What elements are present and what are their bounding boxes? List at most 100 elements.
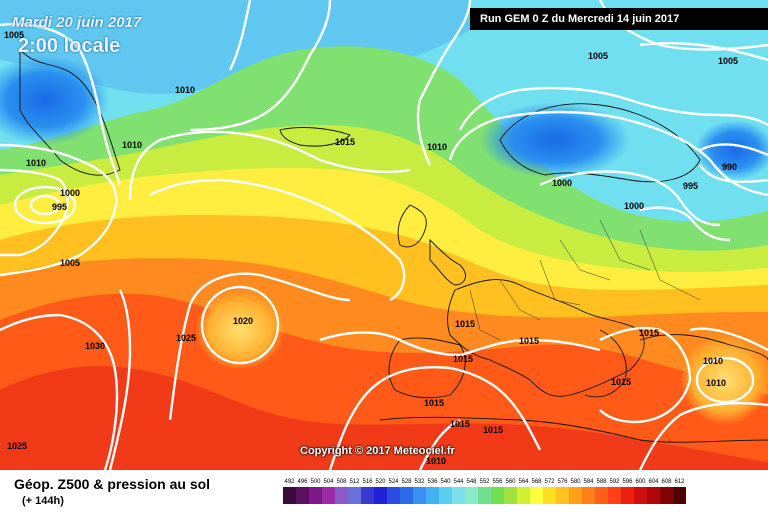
legend-value-label: 492 <box>284 479 295 485</box>
legend-color-swatch <box>491 487 504 504</box>
legend-color-swatch <box>439 487 452 504</box>
legend-color-swatch <box>335 487 348 504</box>
forecast-time: 2:00 locale <box>18 35 121 57</box>
legend-value-label: 584 <box>583 479 594 485</box>
isobar-label: 1010 <box>703 356 723 366</box>
isobar-label: 1015 <box>639 328 659 338</box>
legend-footer: Géop. Z500 & pression au sol (+ 144h) 49… <box>0 470 768 512</box>
legend-color-swatch <box>530 487 543 504</box>
isobar-label: 1010 <box>426 456 446 466</box>
legend-value-label: 580 <box>570 479 581 485</box>
legend-value-label: 524 <box>388 479 399 485</box>
high-cell-atlantic <box>195 290 285 370</box>
isobars <box>0 0 768 470</box>
low-center-north-sea <box>480 102 630 178</box>
legend-color-swatch <box>348 487 361 504</box>
legend-value-label: 600 <box>635 479 646 485</box>
legend-value-label: 496 <box>297 479 308 485</box>
isobar-label: 1025 <box>176 333 196 343</box>
isobar-label: 1000 <box>624 201 644 211</box>
legend-value-label: 544 <box>453 479 464 485</box>
isobar-label: 1015 <box>611 377 631 387</box>
legend-value-label: 540 <box>440 479 451 485</box>
legend-value-label: 588 <box>596 479 607 485</box>
legend-color-swatch <box>634 487 647 504</box>
isobar-label: 1025 <box>7 441 27 451</box>
isobar-label: 1010 <box>26 158 46 168</box>
legend-value-label: 536 <box>427 479 438 485</box>
country-borders <box>469 219 701 341</box>
isobar-label: 1010 <box>706 378 726 388</box>
legend-color-swatch <box>660 487 673 504</box>
legend-value-label: 516 <box>362 479 373 485</box>
legend-value-label: 592 <box>609 479 620 485</box>
isobar-label: 1005 <box>60 258 80 268</box>
legend-color-swatch <box>595 487 608 504</box>
legend-value-label: 520 <box>375 479 386 485</box>
isobar-label: 1010 <box>122 140 142 150</box>
legend-value-label: 612 <box>674 479 685 485</box>
legend-value-label: 560 <box>505 479 516 485</box>
legend-color-swatch <box>647 487 660 504</box>
legend-color-swatch <box>452 487 465 504</box>
legend-value-label: 564 <box>518 479 529 485</box>
legend-color-swatch <box>400 487 413 504</box>
field-band-darkred <box>0 366 768 470</box>
legend-value-label: 548 <box>466 479 477 485</box>
legend-color-swatch <box>465 487 478 504</box>
isobar-label: 1005 <box>588 51 608 61</box>
legend-color-swatch <box>322 487 335 504</box>
legend-value-label: 572 <box>544 479 555 485</box>
legend-value-label: 504 <box>323 479 334 485</box>
legend-color-swatch <box>556 487 569 504</box>
legend-color-swatch <box>283 487 296 504</box>
legend-value-label: 608 <box>661 479 672 485</box>
weather-map: 1005 1010 1010 1010 1000 995 1005 1015 1… <box>0 0 768 470</box>
field-band-blue <box>0 0 470 94</box>
isobar-label: 1015 <box>483 425 503 435</box>
isobar-label: 1005 <box>4 30 24 40</box>
legend-color-cells <box>283 487 686 504</box>
isobar-label: 1015 <box>424 398 444 408</box>
isobar-label: 1010 <box>427 142 447 152</box>
legend-value-label: 604 <box>648 479 659 485</box>
isobar-label: 1020 <box>233 316 253 326</box>
legend-color-swatch <box>478 487 491 504</box>
legend-color-swatch <box>543 487 556 504</box>
map-product-title: Géop. Z500 & pression au sol <box>14 476 211 492</box>
color-scale-legend: 492 496 500 504 508 512 516 520 524 528 532 536 540 5… <box>283 479 686 504</box>
forecast-lead-time: (+ 144h) <box>22 495 64 507</box>
copyright-notice: Copyright © 2017 Meteociel.fr <box>300 445 455 457</box>
isobar-label: 1010 <box>175 85 195 95</box>
isobar-label: 1030 <box>85 341 105 351</box>
isobar-label: 1005 <box>718 56 738 66</box>
legend-color-swatch <box>569 487 582 504</box>
model-run-info: Run GEM 0 Z du Mercredi 14 juin 2017 <box>470 8 768 30</box>
isobar-label: 1000 <box>552 178 572 188</box>
isobar-label: 1000 <box>60 188 80 198</box>
forecast-date: Mardi 20 juin 2017 <box>12 14 142 31</box>
isobar-label: 990 <box>722 162 737 172</box>
legend-value-label: 500 <box>310 479 321 485</box>
legend-value-label: 508 <box>336 479 347 485</box>
legend-value-label: 576 <box>557 479 568 485</box>
legend-color-swatch <box>582 487 595 504</box>
isobar-label: 1015 <box>519 336 539 346</box>
legend-color-swatch <box>387 487 400 504</box>
legend-color-swatch <box>413 487 426 504</box>
legend-color-swatch <box>621 487 634 504</box>
isobar-label: 995 <box>683 181 698 191</box>
legend-value-label: 528 <box>401 479 412 485</box>
legend-value-label: 568 <box>531 479 542 485</box>
legend-value-label: 556 <box>492 479 503 485</box>
isobar-labels: 1005 1010 1010 1010 1000 995 1005 1015 1… <box>4 30 738 466</box>
legend-value-label: 532 <box>414 479 425 485</box>
legend-color-swatch <box>504 487 517 504</box>
legend-value-label: 552 <box>479 479 490 485</box>
isobar-label: 1015 <box>453 354 473 364</box>
legend-value-label: 596 <box>622 479 633 485</box>
legend-value-label: 512 <box>349 479 360 485</box>
legend-color-swatch <box>361 487 374 504</box>
isobar-label: 995 <box>52 202 67 212</box>
